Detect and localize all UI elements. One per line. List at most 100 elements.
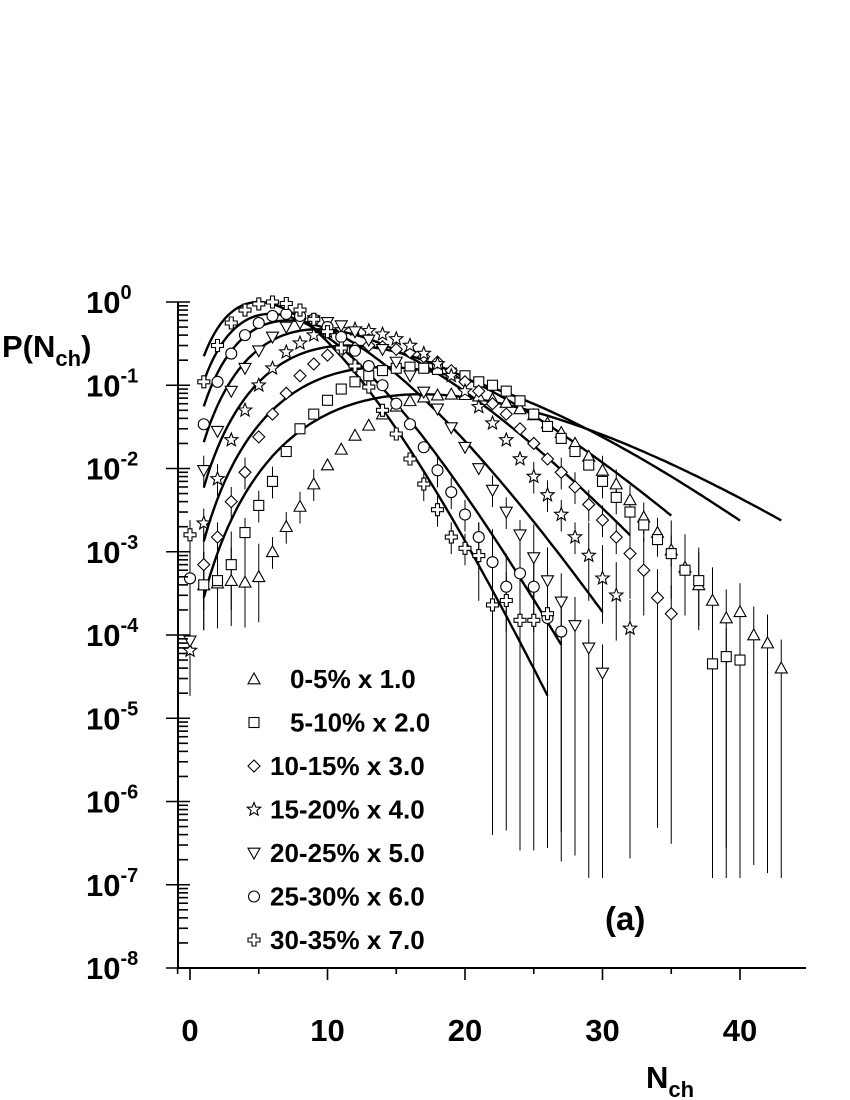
data-point bbox=[444, 422, 459, 435]
data-point bbox=[294, 423, 306, 435]
data-point bbox=[266, 309, 279, 322]
data-point bbox=[389, 427, 403, 441]
data-point bbox=[225, 559, 237, 571]
data-point bbox=[665, 548, 677, 560]
data-point bbox=[513, 567, 527, 580]
data-point bbox=[774, 660, 789, 674]
data-point bbox=[403, 370, 417, 383]
data-point bbox=[513, 529, 527, 542]
y-tick-label: 10-8 bbox=[86, 948, 138, 986]
data-point bbox=[195, 514, 212, 531]
data-point bbox=[623, 546, 637, 561]
data-point bbox=[485, 396, 500, 411]
legend-entry-label: 15-20% x 4.0 bbox=[270, 795, 425, 825]
data-point bbox=[513, 401, 527, 415]
data-point bbox=[320, 457, 335, 471]
data-point bbox=[278, 343, 295, 360]
data-point bbox=[458, 508, 472, 521]
data-point bbox=[334, 442, 349, 455]
data-point bbox=[417, 441, 430, 454]
data-point bbox=[636, 563, 651, 577]
data-point bbox=[253, 499, 265, 511]
data-point bbox=[499, 407, 514, 421]
data-point bbox=[540, 452, 555, 466]
data-point bbox=[238, 465, 252, 480]
data-point bbox=[430, 403, 445, 417]
data-point bbox=[403, 452, 417, 466]
data-point bbox=[624, 506, 636, 518]
data-point bbox=[279, 386, 294, 401]
data-point bbox=[363, 370, 375, 382]
data-point bbox=[485, 598, 500, 612]
data-point bbox=[555, 432, 567, 444]
data-point bbox=[334, 320, 349, 333]
data-point bbox=[569, 445, 581, 458]
y-tick-label: 10-6 bbox=[86, 782, 138, 820]
data-point bbox=[252, 316, 265, 330]
data-point bbox=[320, 348, 335, 362]
data-point bbox=[265, 295, 280, 309]
data-point bbox=[291, 334, 309, 351]
data-point bbox=[361, 334, 376, 348]
data-point bbox=[362, 360, 375, 373]
data-point bbox=[499, 593, 513, 608]
data-point bbox=[197, 418, 210, 431]
y-axis-title: P(Nch) bbox=[2, 329, 91, 371]
data-point bbox=[361, 418, 376, 431]
data-point bbox=[390, 397, 403, 410]
data-point bbox=[349, 376, 361, 388]
data-point bbox=[348, 326, 362, 339]
data-point bbox=[210, 530, 225, 544]
data-point bbox=[417, 477, 431, 491]
data-point bbox=[540, 575, 555, 588]
data-point bbox=[555, 625, 568, 638]
data-point bbox=[511, 450, 529, 466]
x-tick-label: 20 bbox=[448, 1013, 482, 1048]
data-point bbox=[320, 325, 335, 339]
legend-marker bbox=[247, 847, 261, 861]
data-point bbox=[251, 345, 266, 358]
data-point bbox=[183, 528, 197, 542]
data-point bbox=[553, 505, 570, 522]
x-tick-label: 30 bbox=[585, 1013, 619, 1048]
legend-marker bbox=[248, 716, 260, 729]
legend-marker bbox=[245, 800, 263, 817]
data-point bbox=[348, 428, 362, 441]
y-tick-label: 100 bbox=[86, 282, 132, 320]
data-point bbox=[224, 494, 239, 509]
data-point bbox=[211, 375, 224, 388]
data-point bbox=[265, 331, 280, 345]
data-point bbox=[539, 486, 556, 502]
data-point bbox=[279, 519, 294, 533]
data-point bbox=[554, 465, 569, 480]
data-point bbox=[566, 528, 584, 545]
data-point bbox=[224, 316, 238, 330]
data-point bbox=[650, 590, 665, 605]
data-point bbox=[760, 635, 775, 649]
data-point bbox=[484, 414, 501, 431]
data-point bbox=[335, 383, 347, 395]
data-points bbox=[181, 295, 789, 681]
data-point bbox=[306, 476, 321, 490]
x-tick-label: 40 bbox=[723, 1013, 757, 1048]
fit-curve-5 bbox=[202, 319, 604, 613]
data-point bbox=[210, 425, 225, 439]
data-point bbox=[264, 359, 281, 376]
data-point bbox=[719, 610, 734, 624]
data-point bbox=[293, 368, 307, 383]
data-point bbox=[706, 658, 719, 670]
data-point bbox=[734, 654, 746, 666]
data-point bbox=[581, 497, 596, 512]
data-point bbox=[485, 484, 500, 498]
y-tick-label: 10-1 bbox=[86, 365, 138, 403]
data-point bbox=[335, 330, 348, 344]
panel-label: (a) bbox=[605, 900, 645, 937]
data-point bbox=[486, 379, 499, 391]
y-tick-label: 10-3 bbox=[86, 532, 138, 570]
legend-entry-label: 20-25% x 5.0 bbox=[270, 838, 425, 868]
data-point bbox=[472, 531, 485, 544]
data-point bbox=[500, 385, 512, 397]
data-point bbox=[594, 569, 611, 586]
data-point bbox=[554, 596, 569, 610]
